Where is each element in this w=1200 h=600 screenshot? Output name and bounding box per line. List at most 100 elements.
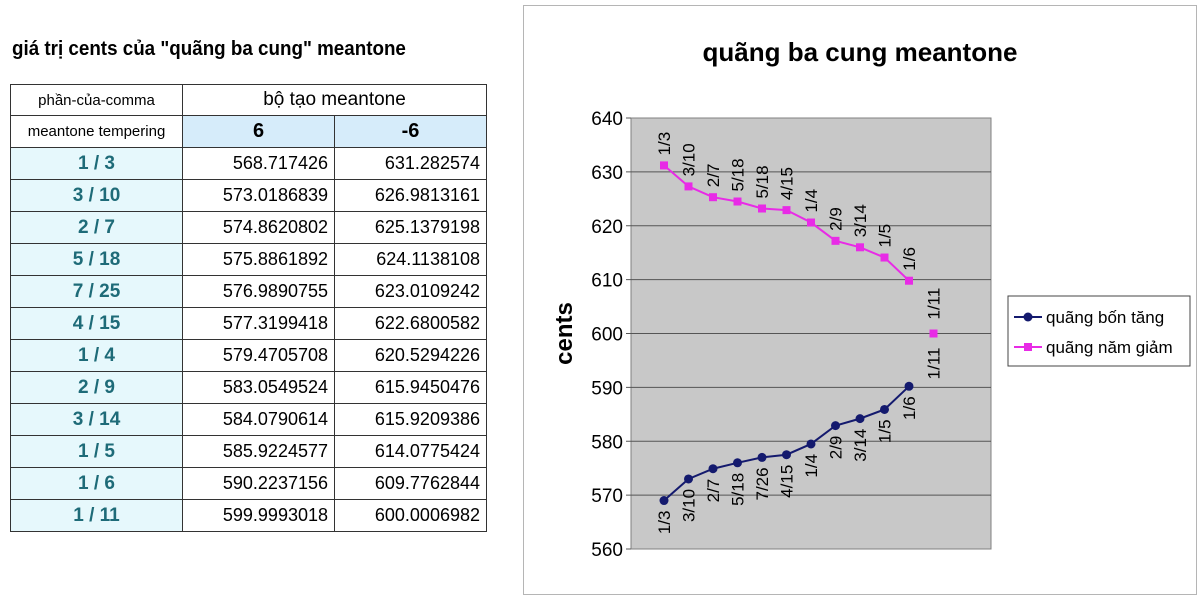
data-label: 3/10	[680, 489, 699, 522]
row-value-negative: 600.0006982	[334, 499, 487, 532]
row-value-positive: 584.0790614	[182, 403, 335, 436]
table-row: 3 / 14 584.0790614 615.9209386	[10, 403, 487, 436]
row-value-negative: 631.282574	[334, 147, 487, 180]
data-point	[905, 276, 913, 285]
table-header-row-1: phần-của-comma bộ tạo meantone	[10, 84, 487, 116]
data-point	[733, 458, 742, 468]
row-value-positive: 590.2237156	[182, 467, 335, 500]
data-label: 1/4	[802, 454, 821, 478]
header-meantone-generator: bộ tạo meantone	[182, 84, 487, 116]
data-point	[684, 474, 693, 484]
table-row: 1 / 6 590.2237156 609.7762844	[10, 467, 487, 500]
chart-panel: quãng ba cung meantone 560 570 580 590 600 610…	[523, 5, 1197, 595]
row-value-positive: 575.8861892	[182, 243, 335, 276]
header-meantone-tempering: meantone tempering	[10, 115, 183, 148]
data-label: 5/18	[753, 165, 772, 198]
table-row: 1 / 3 568.717426 631.282574	[10, 147, 487, 180]
row-fraction: 1 / 5	[10, 435, 183, 468]
row-value-positive: 599.9993018	[182, 499, 335, 532]
row-fraction: 1 / 6	[10, 467, 183, 500]
data-point	[880, 253, 889, 262]
row-value-positive: 583.0549524	[182, 371, 335, 404]
row-value-negative: 624.1138108	[334, 243, 487, 276]
row-fraction: 1 / 3	[10, 147, 183, 180]
data-label: 3/14	[851, 429, 870, 462]
row-value-positive: 577.3199418	[182, 307, 335, 340]
y-tick-label: 580	[591, 432, 623, 453]
y-tick-label: 640	[591, 109, 623, 130]
annotation-label: 1/11	[925, 288, 944, 320]
y-tick-label: 570	[591, 486, 623, 507]
data-point	[684, 182, 693, 191]
row-fraction: 4 / 15	[10, 307, 183, 340]
data-point	[708, 464, 718, 474]
data-point	[831, 236, 840, 245]
data-point	[880, 404, 889, 414]
table-title: giá trị cents của "quãng ba cung" meanto…	[12, 38, 406, 60]
legend-marker	[1024, 343, 1032, 351]
row-fraction: 3 / 10	[10, 179, 183, 212]
data-label: 5/18	[729, 158, 748, 191]
data-label: 4/15	[778, 465, 797, 498]
data-point	[782, 450, 791, 460]
data-point	[904, 381, 914, 391]
table-row: 3 / 10 573.0186839 626.9813161	[10, 179, 487, 212]
row-value-positive: 585.9224577	[182, 435, 335, 468]
header-generator-positive: 6	[182, 115, 335, 148]
data-label: 1/4	[802, 189, 821, 213]
table-row: 1 / 5 585.9224577 614.0775424	[10, 435, 487, 468]
data-point	[831, 421, 840, 431]
row-value-negative: 614.0775424	[334, 435, 487, 468]
y-tick-label: 610	[591, 271, 623, 292]
data-label: 4/15	[778, 167, 797, 200]
y-axis-label: cents	[551, 302, 578, 365]
y-tick-label: 560	[591, 540, 623, 561]
row-value-negative: 620.5294226	[334, 339, 487, 372]
table-row: 2 / 7 574.8620802 625.1379198	[10, 211, 487, 244]
data-label: 2/9	[827, 207, 846, 231]
data-point	[807, 218, 815, 227]
data-label: 1/3	[655, 132, 674, 156]
row-value-negative: 623.0109242	[334, 275, 487, 308]
legend-label: quãng năm giảm	[1046, 338, 1173, 357]
data-point	[660, 161, 668, 170]
data-point	[659, 496, 669, 506]
data-label: 2/7	[704, 479, 723, 503]
data-point	[929, 329, 938, 338]
data-label: 1/6	[900, 396, 919, 420]
data-label: 2/7	[704, 164, 723, 188]
data-label: 1/3	[655, 511, 674, 535]
data-point	[757, 452, 767, 462]
row-fraction: 3 / 14	[10, 403, 183, 436]
table-row: 2 / 9 583.0549524 615.9450476	[10, 371, 487, 404]
row-value-positive: 568.717426	[182, 147, 335, 180]
data-label: 3/10	[680, 143, 699, 176]
row-value-negative: 609.7762844	[334, 467, 487, 500]
row-fraction: 5 / 18	[10, 243, 183, 276]
table-row: 5 / 18 575.8861892 624.1138108	[10, 243, 487, 276]
cents-table: phần-của-comma bộ tạo meantone meantone …	[10, 84, 487, 532]
data-point	[733, 197, 742, 206]
table-row: 7 / 25 576.9890755 623.0109242	[10, 275, 487, 308]
row-fraction: 1 / 11	[10, 499, 183, 532]
data-label: 2/9	[827, 436, 846, 460]
data-point	[855, 414, 865, 424]
table-row: 4 / 15 577.3199418 622.6800582	[10, 307, 487, 340]
line-chart: quãng ba cung meantone 560 570 580 590 600 610…	[551, 37, 1191, 561]
y-tick-label: 620	[591, 217, 623, 238]
data-label: 1/5	[876, 224, 895, 248]
y-tick-label: 630	[591, 163, 623, 184]
table-row: 1 / 11 599.9993018 600.0006982	[10, 499, 487, 532]
y-tick-label: 590	[591, 378, 623, 399]
y-tick-label: 600	[591, 325, 623, 346]
data-label: 1/6	[900, 247, 919, 271]
row-value-positive: 573.0186839	[182, 179, 335, 212]
table-row: 1 / 4 579.4705708 620.5294226	[10, 339, 487, 372]
row-value-negative: 615.9450476	[334, 371, 487, 404]
data-point	[758, 204, 766, 213]
row-fraction: 1 / 4	[10, 339, 183, 372]
legend-marker	[1023, 312, 1033, 322]
row-value-negative: 626.9813161	[334, 179, 487, 212]
row-value-negative: 625.1379198	[334, 211, 487, 244]
legend-label: quãng bốn tăng	[1046, 308, 1164, 327]
